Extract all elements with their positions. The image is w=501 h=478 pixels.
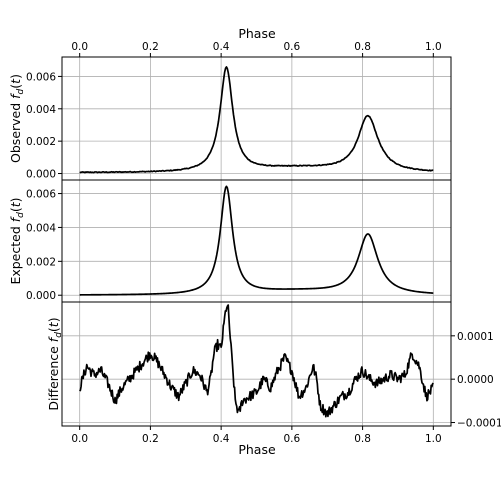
series-line-expected xyxy=(79,185,434,296)
panel-difference: −0.0001 0.0000 0.0001 0.0 0.2 0.4 0.6 0.8 1.0 Dif… xyxy=(46,301,501,445)
y-tick-label: 0.006 xyxy=(26,71,56,83)
y-label-f: f xyxy=(8,216,23,222)
y-label-word: Difference xyxy=(46,342,61,410)
series-line-difference xyxy=(79,304,434,418)
y-tick-label: 0.004 xyxy=(26,222,56,234)
y-label-sub: d xyxy=(54,332,64,338)
y-label-close: ) xyxy=(8,197,23,202)
y-label-t: t xyxy=(46,321,61,327)
x-tick-label-bottom: 0.8 xyxy=(354,433,371,445)
x-tick-label-bottom: 0.4 xyxy=(213,433,230,445)
y-label-f: f xyxy=(8,93,23,99)
y-tick-label: 0.0000 xyxy=(457,374,494,386)
panel-frame xyxy=(61,301,452,427)
x-tick-label-top: 1.0 xyxy=(425,41,442,53)
y-label-word: Expected xyxy=(8,222,23,284)
y-tick-label: 0.000 xyxy=(26,169,56,181)
x-tick-label-bottom: 0.6 xyxy=(284,433,301,445)
x-tick-label-top: 0.4 xyxy=(213,41,230,53)
x-tick-label-top: 0.0 xyxy=(71,41,88,53)
x-tick-label-top: 0.2 xyxy=(142,41,159,53)
bottom-xlabel: Phase xyxy=(238,442,276,457)
y-label-t: t xyxy=(8,201,23,207)
panel-observed: 0.000 0.002 0.004 0.006 0.0 0.2 0.4 0.6 0.8 1.0 Ob… xyxy=(8,41,452,181)
y-label-sub: d xyxy=(16,88,26,94)
y-label-close: ) xyxy=(8,74,23,79)
panels-layer: 0.000 0.002 0.004 0.006 0.0 0.2 0.4 0.6 0.8 1.0 Ob… xyxy=(8,41,501,445)
y-label-word: Observed xyxy=(8,99,23,163)
x-tick-label-bottom: 0.2 xyxy=(142,433,159,445)
top-xlabel: Phase xyxy=(238,26,276,41)
y-tick-label: 0.004 xyxy=(26,104,56,116)
series-line-observed xyxy=(79,66,434,174)
y-label-f: f xyxy=(46,336,61,342)
y-label-close: ) xyxy=(46,317,61,322)
x-tick-label-top: 0.6 xyxy=(284,41,301,53)
y-tick-label: 0.000 xyxy=(26,290,56,302)
y-label-arg: ( xyxy=(8,84,23,89)
y-axis-label-expected: Expected fd(t) xyxy=(8,197,26,284)
y-tick-label: 0.002 xyxy=(26,256,56,268)
x-tick-label-bottom: 0.0 xyxy=(71,433,88,445)
y-label-t: t xyxy=(8,78,23,84)
y-tick-label: 0.002 xyxy=(26,136,56,148)
y-label-sub: d xyxy=(16,212,26,218)
x-tick-label-top: 0.8 xyxy=(354,41,371,53)
y-axis-label-difference: Difference fd(t) xyxy=(46,317,64,410)
y-tick-label: 0.0001 xyxy=(457,331,494,343)
y-tick-label: −0.0001 xyxy=(457,418,501,430)
y-tick-label: 0.006 xyxy=(26,189,56,201)
x-tick-label-bottom: 1.0 xyxy=(425,433,442,445)
y-label-arg: ( xyxy=(46,327,61,332)
y-axis-label-observed: Observed fd(t) xyxy=(8,74,26,163)
y-label-arg: ( xyxy=(8,207,23,212)
